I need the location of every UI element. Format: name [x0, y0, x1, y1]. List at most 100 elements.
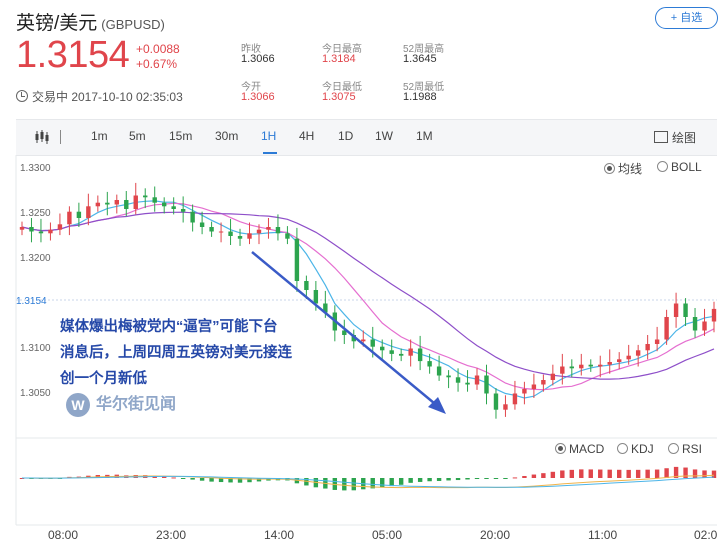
ma10-line [21, 202, 715, 391]
tf-15m[interactable]: 15m [169, 129, 193, 143]
macd-bar [711, 470, 717, 478]
x-tick-3: 14:00 [264, 528, 295, 542]
watermark: W 华尔街见闻 [66, 390, 176, 417]
news-annotation: 媒体爆出梅被党内“逼宫”可能下台 消息后，上周四周五英镑对美元接连 创一个月新低 [60, 314, 292, 392]
macd-radio-icon[interactable] [555, 443, 566, 454]
candle [304, 275, 309, 299]
candlestick-icon[interactable] [34, 130, 50, 144]
boll-label: BOLL [671, 160, 702, 174]
macd-bar [522, 475, 527, 478]
candle [607, 349, 612, 374]
macd-bar [579, 469, 584, 478]
candle [38, 218, 44, 243]
candle [285, 226, 290, 245]
stat-label-prev-close: 昨收 [241, 44, 261, 55]
macd-bar [408, 478, 413, 483]
tf-1h[interactable]: 1H [261, 129, 277, 143]
instrument-name: 英镑/美元 [16, 13, 98, 34]
x-tick-7: 02:0 [694, 528, 718, 542]
candle [48, 222, 53, 241]
macd-bar [351, 478, 356, 491]
add-watchlist-button[interactable]: + 自选 [655, 7, 718, 29]
macd-bar [626, 469, 631, 478]
trading-status: 交易中 2017-10-10 02:35:03 [16, 88, 183, 105]
macd-bar [683, 467, 688, 478]
candle [474, 368, 480, 390]
macd-bar [256, 478, 262, 482]
candle [692, 308, 698, 338]
macd-bar [503, 478, 508, 479]
stat-label-day-high: 今日最高 [322, 44, 362, 55]
y-tick-5: 1.3050 [20, 388, 51, 399]
candle [465, 370, 470, 392]
macd-bar [465, 478, 470, 480]
candle [105, 191, 110, 216]
macd-bar [598, 469, 603, 478]
candle [408, 339, 413, 367]
tf-1d[interactable]: 1D [338, 129, 354, 143]
instrument-title: 英镑/美元 (GBPUSD) [16, 8, 165, 35]
boll-radio-icon[interactable] [657, 161, 668, 172]
macd-bar [531, 474, 537, 478]
tf-4h[interactable]: 4H [299, 129, 315, 143]
candle [711, 301, 717, 333]
tf-5m[interactable]: 5m [129, 129, 146, 143]
macd-bar [645, 469, 650, 478]
candle [550, 364, 556, 386]
candle [389, 339, 394, 362]
rsi-toggle[interactable]: RSI [668, 442, 702, 456]
rsi-radio-icon[interactable] [668, 443, 679, 454]
tf-30m[interactable]: 30m [215, 129, 239, 143]
candle [654, 326, 660, 352]
macd-toggle[interactable]: MACD [555, 442, 604, 456]
macd-bar [569, 469, 575, 478]
tf-1w[interactable]: 1W [375, 129, 393, 143]
x-tick-5: 20:00 [480, 528, 511, 542]
candle [673, 292, 679, 328]
stat-label-open: 今开 [241, 82, 261, 93]
boll-toggle[interactable]: BOLL [657, 160, 702, 174]
candle [645, 335, 650, 360]
candle [380, 339, 385, 360]
macd-bar [493, 478, 499, 479]
candle [664, 309, 669, 345]
ma-radio-icon[interactable] [604, 163, 615, 174]
candle [228, 218, 233, 245]
rsi-label: RSI [682, 442, 703, 456]
candle [294, 227, 300, 292]
trading-status-text: 交易中 2017-10-10 02:35:03 [32, 90, 183, 104]
macd-bar [247, 478, 252, 483]
candle [683, 298, 688, 326]
kdj-toggle[interactable]: KDJ [617, 442, 654, 456]
candle [635, 344, 641, 367]
stat-value-prev-close: 1.3066 [241, 53, 275, 65]
draw-button[interactable]: 绘图 [654, 129, 696, 146]
candle [256, 224, 262, 245]
price-change-pct: +0.67% [136, 57, 178, 71]
candle [626, 344, 631, 365]
candle [161, 197, 167, 214]
macd-bar [436, 478, 442, 481]
kdj-radio-icon[interactable] [617, 443, 628, 454]
macd-bar [332, 478, 338, 490]
macd-bar [617, 469, 622, 478]
candle [702, 308, 707, 336]
candle [503, 395, 508, 417]
candle [57, 213, 63, 236]
tf-1m[interactable]: 1m [91, 129, 108, 143]
y-tick-2: 1.3250 [20, 208, 51, 219]
trend-arrow [251, 251, 441, 409]
macd-bar [380, 478, 385, 488]
y-tick-4: 1.3100 [20, 343, 51, 354]
candle [484, 364, 489, 405]
ma-toggle[interactable]: 均线 [604, 160, 642, 177]
stat-label-52w-low: 52周最低 [403, 82, 445, 93]
macd-bar [474, 478, 480, 479]
stat-value-open: 1.3066 [241, 91, 275, 103]
macd-bar [455, 478, 461, 481]
candle [522, 381, 527, 405]
tf-1mo[interactable]: 1M [416, 129, 433, 143]
candle [190, 204, 195, 232]
macd-histogram [19, 466, 717, 491]
